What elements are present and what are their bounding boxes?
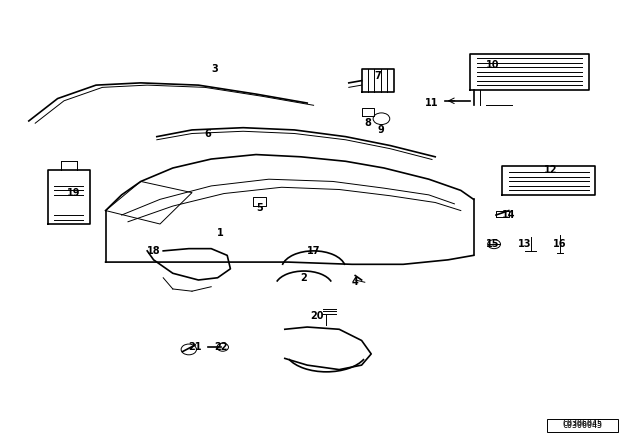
Text: 12: 12	[543, 165, 557, 175]
Text: 13: 13	[518, 239, 532, 249]
Text: 4: 4	[352, 277, 358, 287]
Text: 14: 14	[502, 210, 516, 220]
FancyBboxPatch shape	[547, 419, 618, 432]
Text: 8: 8	[365, 118, 371, 128]
Text: 5: 5	[256, 203, 262, 213]
Text: 17: 17	[307, 246, 321, 256]
Text: 9: 9	[378, 125, 384, 135]
Text: C0306045: C0306045	[563, 419, 602, 428]
Text: 20: 20	[310, 311, 324, 321]
Text: 18: 18	[147, 246, 161, 256]
Text: 19: 19	[67, 188, 81, 198]
Text: 22: 22	[214, 342, 228, 352]
Text: 11: 11	[425, 98, 439, 108]
Text: 3: 3	[211, 65, 218, 74]
Text: 7: 7	[374, 71, 381, 81]
Text: 16: 16	[553, 239, 567, 249]
Text: 2: 2	[301, 273, 307, 283]
Text: 6: 6	[205, 129, 211, 139]
Text: 10: 10	[486, 60, 500, 70]
Text: 15: 15	[486, 239, 500, 249]
Text: C0306045: C0306045	[563, 421, 602, 430]
Text: 21: 21	[188, 342, 202, 352]
Text: 1: 1	[218, 228, 224, 238]
